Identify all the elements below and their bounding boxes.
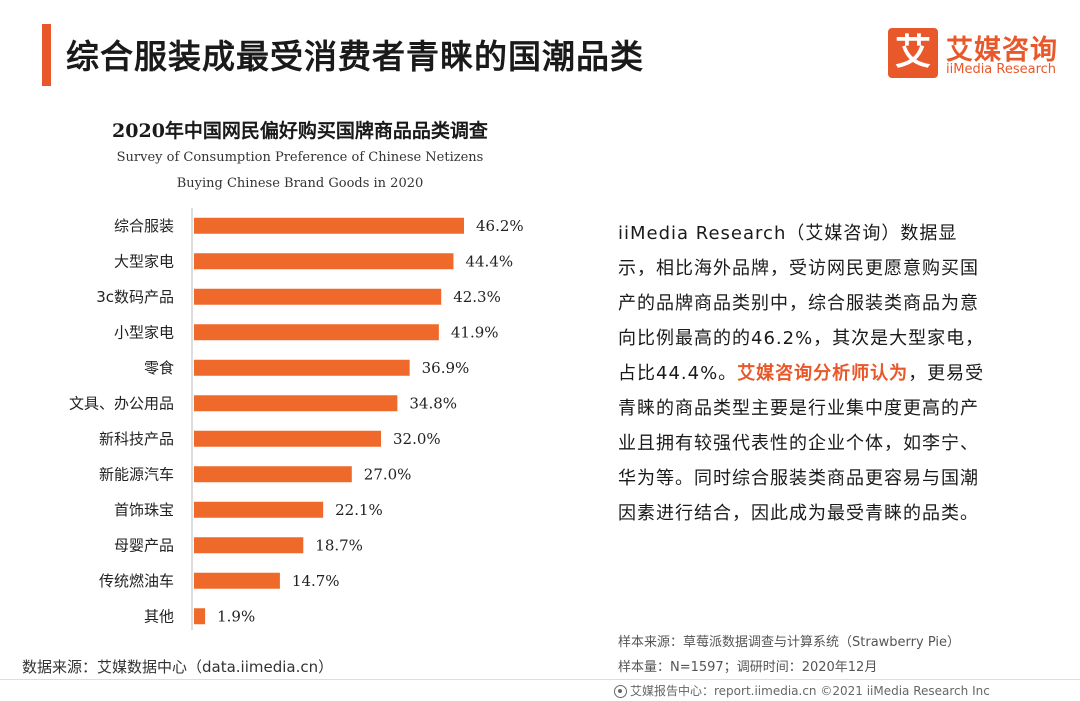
bar (194, 430, 382, 447)
chart-title: 2020年中国网民偏好购买国牌商品品类调查 (112, 120, 488, 142)
category-label: 文具、办公用品 (69, 394, 174, 412)
data-label: 44.4% (465, 252, 513, 270)
description-part2: ，更易受青睐的商品类型主要是行业集中度更高的产业且拥有较强代表性的企业个体，如李… (618, 363, 985, 524)
description-highlight: 艾媒咨询分析师认为 (737, 363, 909, 384)
footer-divider (0, 679, 1080, 680)
bar (194, 359, 410, 376)
page-title: 综合服装成最受消费者青睐的国潮品类 (66, 37, 644, 76)
bar (194, 288, 442, 305)
title-accent-bar (42, 24, 51, 86)
category-label: 3c数码产品 (96, 288, 174, 306)
description-part1: iiMedia Research（艾媒咨询）数据显示，相比海外品牌，受访网民更愿… (618, 223, 985, 384)
bar (194, 217, 464, 234)
category-label: 小型家电 (114, 323, 174, 341)
data-source: 数据来源：艾媒数据中心（data.iimedia.cn） (22, 658, 334, 676)
data-label: 42.3% (453, 288, 501, 306)
chart-subtitle-line2: Buying Chinese Brand Goods in 2020 (176, 176, 424, 191)
bar (194, 572, 280, 589)
footer: 艾媒报告中心：report.iimedia.cn ©2021 iiMedia R… (614, 682, 990, 699)
logo-name-cn: 艾媒咨询 (946, 35, 1058, 66)
category-label: 传统燃油车 (99, 572, 174, 590)
logo-mark-icon: 艾 (888, 28, 938, 78)
logo-name-en: iiMedia Research (946, 62, 1057, 77)
category-label: 新科技产品 (99, 430, 174, 448)
category-label: 其他 (144, 607, 174, 625)
data-label: 1.9% (217, 607, 255, 625)
data-label: 14.7% (292, 572, 340, 590)
bar (194, 537, 304, 554)
category-label: 母婴产品 (114, 536, 174, 554)
bar (194, 466, 352, 483)
footer-text: 艾媒报告中心：report.iimedia.cn ©2021 iiMedia R… (630, 684, 990, 698)
bar (194, 608, 206, 625)
bar (194, 253, 454, 270)
data-label: 22.1% (335, 501, 383, 519)
category-label: 首饰珠宝 (114, 501, 174, 519)
category-label: 零食 (144, 359, 174, 377)
category-label: 大型家电 (114, 252, 174, 270)
brand-logo: 艾 艾媒咨询 iiMedia Research (888, 28, 1060, 80)
bar (194, 324, 439, 341)
bar (194, 395, 398, 412)
data-label: 34.8% (409, 394, 457, 412)
data-label: 27.0% (364, 465, 412, 483)
data-label: 18.7% (315, 536, 363, 554)
report-center-icon (614, 685, 627, 698)
bar-chart: 综合服装 46.2% 大型家电 44.4% 3c数码产品 42.3% 小型家电 41.9% 零食… (69, 208, 524, 630)
category-label: 综合服装 (114, 217, 174, 235)
chart-subtitle-line1: Survey of Consumption Preference of Chin… (116, 150, 484, 165)
sample-source-note: 样本来源：草莓派数据调查与计算系统（Strawberry Pie） (618, 635, 960, 650)
data-label: 32.0% (393, 430, 441, 448)
data-label: 41.9% (451, 323, 499, 341)
data-label: 46.2% (476, 217, 524, 235)
bar (194, 501, 324, 518)
data-label: 36.9% (422, 359, 470, 377)
description-text: iiMedia Research（艾媒咨询）数据显示，相比海外品牌，受访网民更愿… (618, 216, 994, 531)
sample-size-note: 样本量：N=1597；调研时间：2020年12月 (618, 660, 878, 675)
category-label: 新能源汽车 (99, 465, 174, 483)
